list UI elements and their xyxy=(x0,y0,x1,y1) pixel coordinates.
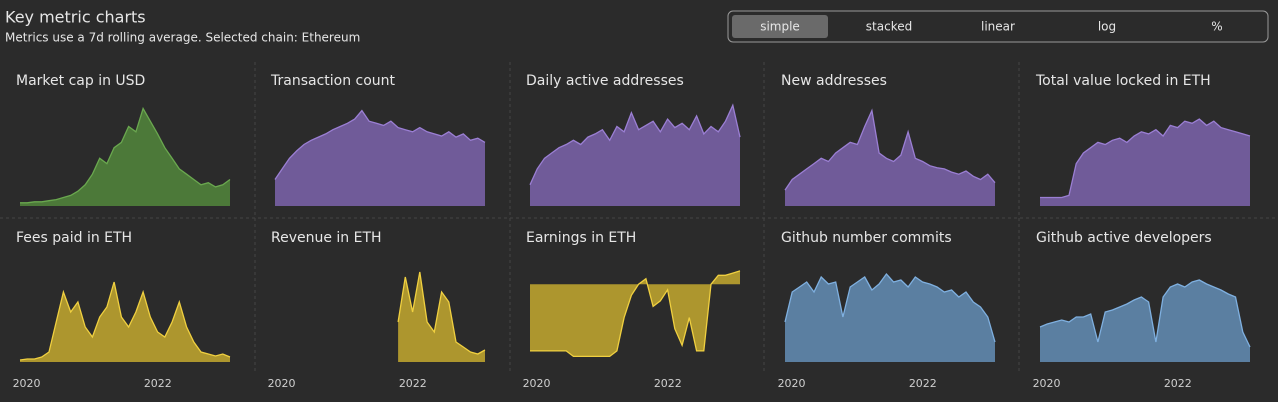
chart-title: Earnings in ETH xyxy=(526,230,636,246)
toggle-button[interactable]: log xyxy=(1098,20,1116,34)
area-fill xyxy=(1040,280,1250,362)
area-fill xyxy=(785,274,995,362)
chart-title: Github number commits xyxy=(781,230,952,246)
chart-title: Market cap in USD xyxy=(16,73,145,89)
area-line xyxy=(274,109,486,180)
x-tick-label: 2022 xyxy=(399,377,427,390)
toggle-group xyxy=(727,10,1269,43)
chart-title: New addresses xyxy=(781,73,887,89)
area-line xyxy=(529,103,741,186)
page-subtitle: Metrics use a 7d rolling average. Select… xyxy=(5,31,360,45)
area-line xyxy=(1040,118,1251,199)
x-tick-label: 2020 xyxy=(1033,377,1061,390)
area-line xyxy=(530,270,741,358)
page-title: Key metric charts xyxy=(5,8,146,27)
x-tick-label: 2020 xyxy=(268,377,296,390)
toggle-button[interactable]: % xyxy=(1211,20,1222,34)
chart-title: Fees paid in ETH xyxy=(16,230,132,246)
x-tick-label: 2022 xyxy=(654,377,682,390)
area-line xyxy=(784,108,996,191)
x-tick-label: 2022 xyxy=(144,377,172,390)
area-fill xyxy=(530,105,740,206)
toggle-button[interactable]: simple xyxy=(760,20,800,34)
chart-title: Github active developers xyxy=(1036,230,1212,246)
area-line xyxy=(784,272,996,343)
area-fill xyxy=(20,108,230,206)
area-fill xyxy=(1040,119,1250,206)
chart-title: Transaction count xyxy=(270,73,396,89)
x-tick-label: 2022 xyxy=(909,377,937,390)
area-fill xyxy=(530,270,740,357)
area-fill xyxy=(275,110,485,206)
area-fill xyxy=(785,110,995,206)
x-tick-label: 2020 xyxy=(13,377,41,390)
chart-title: Total value locked in ETH xyxy=(1035,73,1211,89)
toggle-button[interactable]: linear xyxy=(981,20,1015,34)
toggle-button[interactable]: stacked xyxy=(866,20,912,34)
x-tick-label: 2020 xyxy=(778,377,806,390)
area-line xyxy=(20,106,231,204)
x-tick-label: 2020 xyxy=(523,377,551,390)
chart-title: Daily active addresses xyxy=(526,73,684,89)
x-tick-label: 2022 xyxy=(1164,377,1192,390)
toggle-selected xyxy=(732,15,828,38)
area-line xyxy=(19,281,231,361)
area-line xyxy=(397,271,486,355)
area-line xyxy=(1039,279,1251,348)
area-fill xyxy=(398,272,485,362)
chart-title: Revenue in ETH xyxy=(271,230,382,246)
